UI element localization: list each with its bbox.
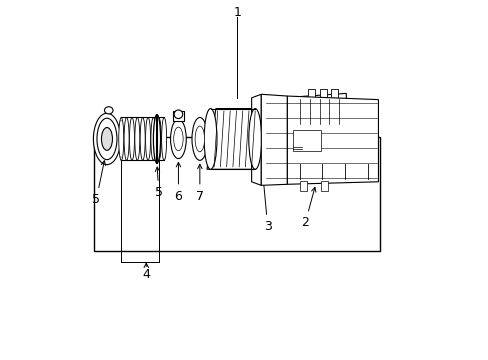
Ellipse shape: [162, 117, 166, 160]
Ellipse shape: [203, 109, 217, 169]
Ellipse shape: [93, 113, 121, 165]
Ellipse shape: [174, 110, 183, 118]
Ellipse shape: [170, 119, 186, 158]
Bar: [94, 137, 380, 251]
Ellipse shape: [124, 117, 129, 160]
Ellipse shape: [135, 117, 140, 160]
Ellipse shape: [119, 117, 123, 160]
Bar: [299, 181, 306, 191]
Ellipse shape: [173, 127, 183, 151]
Ellipse shape: [129, 117, 134, 160]
Polygon shape: [206, 109, 260, 169]
Bar: [321, 181, 328, 191]
Polygon shape: [251, 94, 261, 185]
Ellipse shape: [104, 107, 113, 114]
Ellipse shape: [294, 145, 299, 150]
Ellipse shape: [140, 117, 145, 160]
Bar: [121, 117, 164, 160]
Polygon shape: [287, 96, 378, 184]
Text: 4: 4: [142, 268, 150, 281]
Polygon shape: [288, 109, 294, 116]
Ellipse shape: [292, 143, 302, 153]
Text: 7: 7: [196, 164, 203, 203]
Polygon shape: [261, 94, 287, 185]
Bar: [320, 89, 326, 98]
Bar: [312, 127, 324, 134]
Ellipse shape: [156, 117, 161, 160]
Text: 6: 6: [174, 162, 182, 203]
Ellipse shape: [102, 127, 112, 150]
Bar: [292, 130, 321, 152]
Bar: [307, 89, 314, 98]
Ellipse shape: [151, 117, 156, 160]
Ellipse shape: [195, 126, 204, 152]
Polygon shape: [294, 93, 346, 129]
Text: 5: 5: [154, 167, 163, 199]
Ellipse shape: [289, 140, 305, 156]
Ellipse shape: [153, 114, 160, 163]
Text: 2: 2: [301, 187, 315, 229]
Bar: [173, 111, 183, 121]
Ellipse shape: [192, 117, 207, 160]
Text: 1: 1: [233, 6, 241, 19]
Bar: [330, 89, 337, 98]
Text: 5: 5: [92, 161, 105, 206]
Text: 9: 9: [251, 141, 259, 154]
Ellipse shape: [248, 109, 261, 169]
Ellipse shape: [97, 118, 117, 159]
Text: 8: 8: [251, 102, 259, 115]
Text: 3: 3: [261, 173, 271, 233]
Ellipse shape: [145, 117, 150, 160]
